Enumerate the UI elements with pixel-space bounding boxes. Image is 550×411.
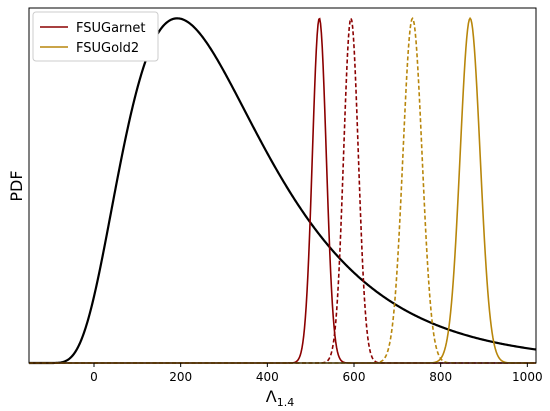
series-line-2 (29, 16, 536, 364)
x-tick-label: 800 (429, 370, 452, 384)
legend: FSUGarnet FSUGold2 (32, 11, 159, 62)
x-tick-label: 400 (256, 370, 279, 384)
plot-frame (28, 7, 537, 364)
x-axis-label: Λ1.4 (266, 387, 294, 409)
series-line-1 (29, 17, 536, 364)
series-line-0 (29, 17, 537, 365)
plot-curves (29, 16, 537, 365)
y-axis-label: PDF (7, 170, 26, 201)
legend-label-fsugold2: FSUGold2 (76, 41, 139, 56)
x-tick-label: 0 (90, 370, 98, 384)
legend-label-fsugarnet: FSUGarnet (76, 21, 146, 36)
x-axis-label-subscript: 1.4 (277, 396, 295, 409)
series-line-3 (29, 16, 536, 364)
x-tick-label: 600 (343, 370, 366, 384)
series-line-4 (29, 16, 536, 364)
x-axis-ticks: 0 200 400 600 800 1000 (90, 363, 543, 384)
x-tick-label: 1000 (512, 370, 543, 384)
x-tick-label: 200 (169, 370, 192, 384)
legend-box (32, 11, 159, 62)
x-axis-label-main: Λ (266, 387, 277, 406)
